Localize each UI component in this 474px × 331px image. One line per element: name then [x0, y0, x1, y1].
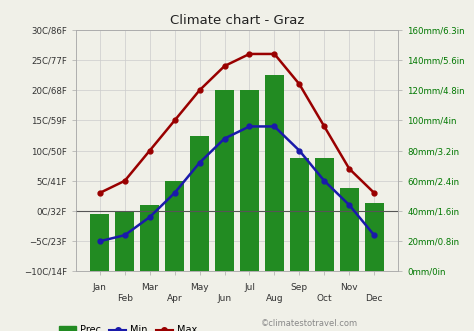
- Title: Climate chart - Graz: Climate chart - Graz: [170, 14, 304, 27]
- Bar: [91, 214, 109, 271]
- Legend: Prec, Min, Max: Prec, Min, Max: [55, 321, 201, 331]
- Text: Feb: Feb: [117, 294, 133, 303]
- Text: Mar: Mar: [141, 283, 158, 292]
- Bar: [340, 188, 358, 271]
- Text: ©climatestotravel.com: ©climatestotravel.com: [261, 319, 358, 328]
- Text: Aug: Aug: [265, 294, 283, 303]
- Text: Oct: Oct: [317, 294, 332, 303]
- Bar: [190, 135, 209, 271]
- Bar: [265, 75, 284, 271]
- Bar: [140, 205, 159, 271]
- Bar: [116, 211, 134, 271]
- Bar: [215, 90, 234, 271]
- Text: Jul: Jul: [244, 283, 255, 292]
- Text: Sep: Sep: [291, 283, 308, 292]
- Bar: [365, 204, 383, 271]
- Bar: [165, 181, 184, 271]
- Bar: [240, 90, 259, 271]
- Bar: [315, 158, 334, 271]
- Text: Jan: Jan: [93, 283, 107, 292]
- Text: Nov: Nov: [340, 283, 358, 292]
- Text: Jun: Jun: [218, 294, 232, 303]
- Text: May: May: [190, 283, 209, 292]
- Text: Dec: Dec: [365, 294, 383, 303]
- Text: Apr: Apr: [167, 294, 182, 303]
- Bar: [290, 158, 309, 271]
